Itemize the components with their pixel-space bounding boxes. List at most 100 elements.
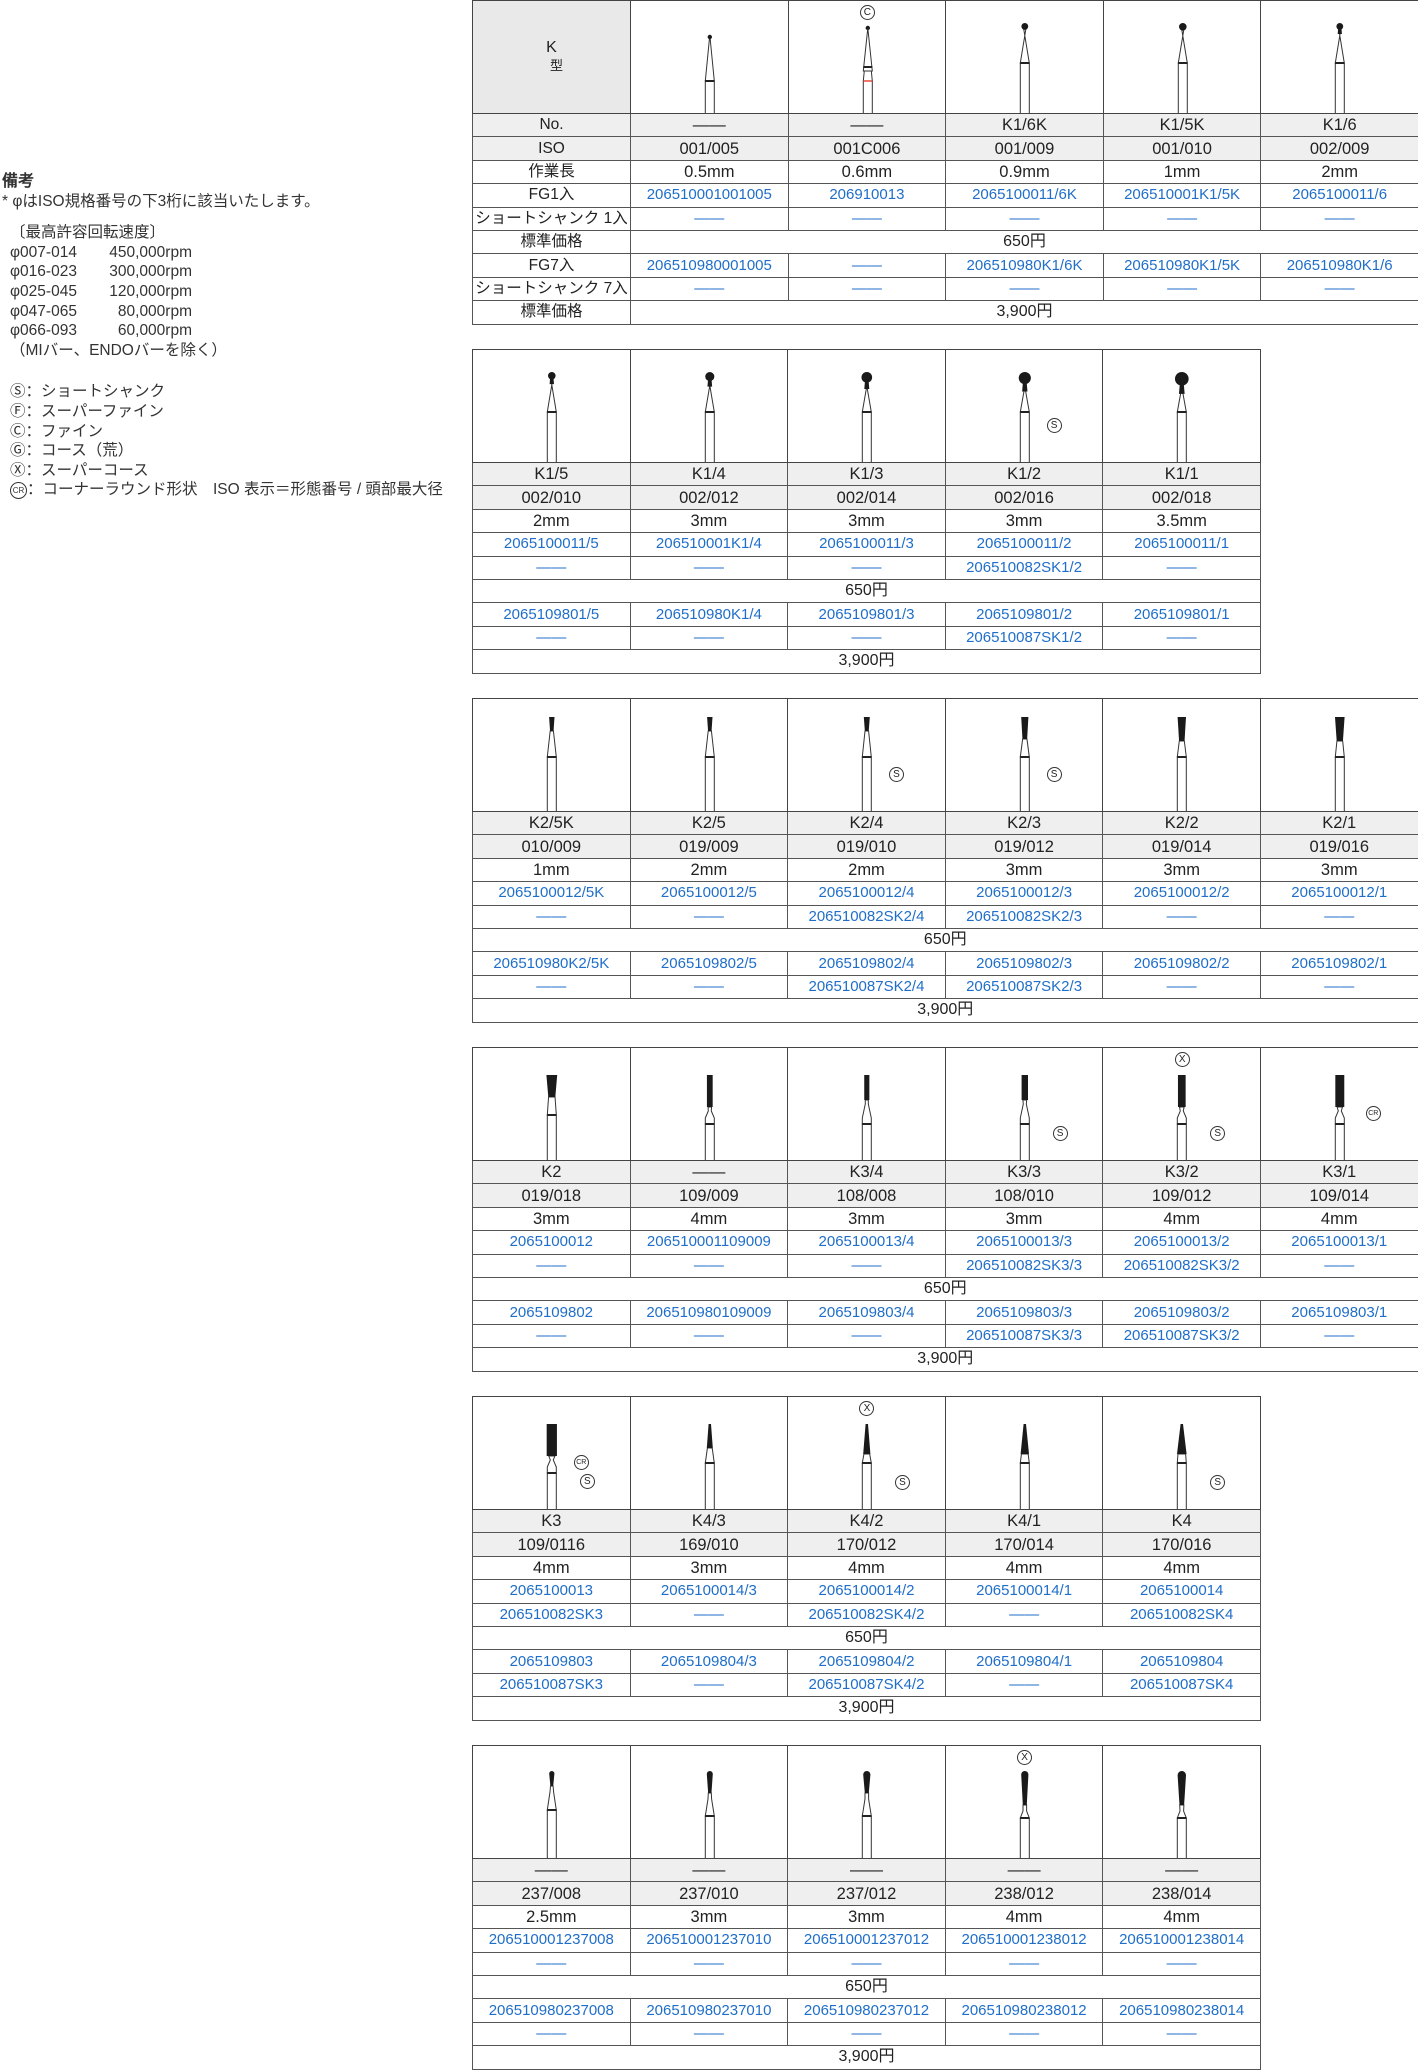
product-code: 206510082SK4/2 [787,1602,946,1627]
bur-shank [546,1472,557,1509]
bur-image-cell [1102,698,1261,812]
product-code: —— [629,1253,789,1278]
cell-no: K1/4 [629,461,789,487]
bur-illustration [1177,1075,1188,1160]
standard-price: 650円 [472,927,1418,953]
bur-shank [1334,1123,1345,1160]
cell-length: 3mm [944,857,1104,883]
row-iso: 002/010 002/012 002/014 002/016 002/018 [472,485,1261,510]
bur-shank [1177,756,1188,811]
cell-length: 3mm [629,1555,789,1581]
bur-drawing [1018,372,1031,462]
corner-round-badge-icon: CR [1365,1106,1381,1121]
cell-no: K3/3 [944,1159,1104,1185]
product-code: —— [787,276,947,302]
image-row: CR S X S S [472,1396,1261,1510]
short-shank-badge-icon: S [579,1474,595,1489]
row-length: 作業長 0.5mm 0.6mm 0.9mm 1mm 2mm [472,159,1418,185]
row-length: 3mm 4mm 3mm 3mm 4mm 4mm [472,1206,1418,1232]
cell-iso: 238/012 [944,1881,1104,1906]
product-code: —— [1259,1323,1418,1349]
cell-length: 4mm [1102,1555,1261,1581]
product-code: —— [787,2021,946,2047]
cell-no: K1/1 [1102,461,1261,487]
product-code: 2065100011/1 [1102,532,1261,557]
product-code: —— [472,904,631,929]
row-fg1: 2065100012/5K 2065100012/5 2065100012/4 206… [472,881,1418,906]
row-label: No. [472,112,631,138]
product-code: —— [1102,206,1262,231]
row-ss7: —— —— —— —— —— [472,2021,1261,2047]
bur-illustration [1175,372,1190,462]
product-code: —— [944,2021,1104,2047]
legend-text: ：コース（荒） [25,442,134,460]
cell-iso: 019/010 [787,834,946,859]
bur-illustration [1019,1075,1030,1160]
cell-iso: 108/008 [787,1183,946,1208]
symbol-legend: Ⓢ：ショートシャンク Ⓕ：スーパーファイン Ⓒ：ファイン Ⓖ：コース（荒） Ⓧ：スーパー… [2,382,443,500]
bur-shank [1177,62,1188,113]
bur-head [1178,23,1187,31]
cell-iso: 019/018 [472,1183,631,1208]
cell-length: 3mm [1102,857,1261,883]
cell-iso: 019/016 [1259,834,1418,859]
legend-item: Ⓢ：ショートシャンク [2,382,443,402]
row-fg7: 2065109803 2065109804/3 2065109804/2 206510… [472,1649,1261,1674]
product-code: 2065100014/3 [629,1579,789,1604]
type-subtitle: 型 [549,58,563,73]
cell-no: K3/1 [1259,1159,1418,1185]
cell-iso: 169/010 [629,1532,789,1557]
product-code: —— [945,206,1104,231]
row-ss7: ショートシャンク 7入 —— —— —— —— —— [472,276,1418,302]
product-code: —— [1102,904,1261,929]
product-code: 206510980109009 [629,1300,789,1325]
cell-length: 3mm [944,508,1104,534]
product-code: —— [629,1602,789,1627]
bur-shank [1019,1123,1030,1160]
row-fg1: 2065100011/5 206510001K1/4 2065100011/3 206… [472,532,1261,557]
product-code: —— [787,206,947,231]
product-code: —— [1102,2021,1261,2047]
cell-no: —— [1102,1857,1261,1883]
product-code: 2065100011/2 [944,532,1104,557]
bur-drawing [1019,1424,1030,1509]
cell-iso: 109/014 [1259,1183,1418,1208]
bur-drawing [861,717,873,811]
bur-image-cell: S [1102,1396,1261,1510]
standard-price: 3,900円 [472,1347,1418,1372]
standard-price: 3,900円 [472,1696,1261,1721]
product-code: —— [472,1951,631,1976]
row-ss7: —— —— —— 206510087SK3/3 206510087SK3/2 —— [472,1323,1418,1349]
product-code: —— [629,1951,789,1976]
standard-price: 3,900円 [630,300,1418,325]
row-no: —— —— —— —— —— [472,1857,1261,1883]
cell-length: 3mm [787,1206,946,1232]
product-code: 2065100014/2 [787,1579,946,1604]
product-code: 2065100011/6 [1260,183,1418,208]
remarks-title: 備考 [2,173,35,190]
fine-grit-badge-icon: C [859,5,875,20]
product-code: 206510082SK4 [1102,1602,1261,1627]
bur-illustration [861,1075,872,1160]
legend-item: CR ：コーナーラウンド形状 ISO 表示＝形態番号 / 頭部最大径 [2,480,443,500]
bur-shank [546,1114,557,1160]
row-label: 標準価格 [472,229,631,255]
bur-head [548,372,556,380]
cell-iso: 001C006 [787,136,947,161]
bur-image-cell: S [944,349,1104,463]
cell-iso: 002/010 [472,485,631,510]
row-no: K2 —— K3/4 K3/3 K3/2 K3/1 [472,1159,1418,1185]
cell-no: K1/5K [1102,112,1262,138]
super-coarse-badge-icon: X [1174,1052,1190,1067]
product-code: —— [472,625,631,651]
row-price1: 650円 [472,927,1418,953]
row-fg7: 206510980237008 206510980237010 2065109802… [472,1998,1261,2023]
product-code: 2065100011/3 [787,532,946,557]
standard-price: 3,900円 [472,649,1261,674]
product-table: K 型 C No. —— —— K1/6K K1/5K K1/6 ISO 001/005 001C00… [472,0,1418,325]
bur-drawing [704,1771,715,1858]
product-code: 2065109801/5 [472,602,631,627]
row-label: ショートシャンク 1入 [472,206,631,231]
speed-exclusion: （MIバー、ENDOバーを除く） [10,341,227,359]
